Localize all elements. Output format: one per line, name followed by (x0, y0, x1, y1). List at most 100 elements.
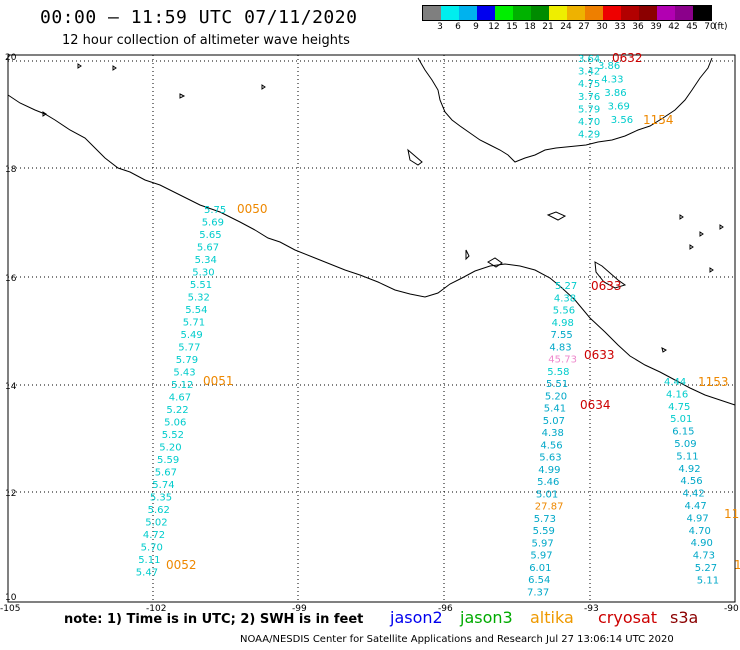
lon-label: -105 (0, 604, 20, 614)
lon-axis-labels: -105 -102 -99 -96 -93 -90 (0, 604, 739, 614)
wave-height-value: 5.11 (676, 451, 698, 462)
wave-height-value: 5.22 (166, 405, 188, 416)
wave-height-value: 5.09 (674, 439, 696, 450)
wave-height-value: 3.64 (578, 54, 600, 65)
lat-label: 14 (5, 382, 17, 392)
wave-height-value: 5.67 (197, 243, 219, 254)
wave-height-value: 5.97 (530, 551, 552, 562)
pass-time-label: 11 (724, 507, 739, 521)
scale-swatch (477, 6, 495, 20)
scale-swatch (459, 6, 477, 20)
wave-height-value: 5.54 (185, 305, 207, 316)
pass-time-label: 0051 (203, 374, 234, 388)
wave-height-value: 4.70 (578, 117, 600, 128)
wave-height-value: 5.69 (202, 218, 224, 229)
wave-height-value: 5.65 (199, 230, 221, 241)
lat-axis-labels: 20 18 16 14 12 10 (5, 53, 17, 603)
scale-label: 24 (560, 22, 572, 32)
color-scale (422, 5, 712, 21)
wave-height-value: 5.12 (171, 380, 193, 391)
wave-height-value: 4.47 (685, 501, 707, 512)
wave-height-value: 5.34 (195, 255, 217, 266)
wave-height-value: 4.38 (554, 293, 576, 304)
wave-height-value: 5.41 (544, 404, 566, 415)
wave-height-value: 4.92 (678, 464, 700, 475)
wave-height-value: 7.55 (551, 330, 573, 341)
wave-height-value: 4.38 (542, 428, 564, 439)
scale-swatch (423, 6, 441, 20)
scale-swatch (531, 6, 549, 20)
wave-height-value: 5.51 (190, 280, 212, 291)
wave-height-value: 5.59 (157, 455, 179, 466)
satellite-legend-item: s3a (670, 608, 699, 627)
wave-height-value: 4.83 (549, 342, 571, 353)
footer-note: note: 1) Time is in UTC; 2) SWH is in fe… (64, 612, 364, 627)
wave-height-value: 27.87 (535, 502, 564, 513)
lon-label: -99 (292, 604, 307, 614)
scale-label: 27 (578, 22, 590, 32)
wave-height-value: 3.69 (608, 102, 630, 113)
wave-height-value: 5.20 (545, 391, 567, 402)
wave-height-value: 45.73 (548, 355, 577, 366)
scale-label: 9 (473, 22, 479, 32)
satellite-legend-item: cryosat (598, 608, 658, 627)
scale-label: 6 (455, 22, 461, 32)
wave-height-value: 5.11 (138, 555, 160, 566)
satellite-legend-item: altika (530, 608, 574, 627)
wave-height-value: 5.35 (150, 493, 172, 504)
wave-height-value: 5.97 (532, 538, 554, 549)
wave-height-value: 5.07 (543, 416, 565, 427)
pass-time-label: 0633 (584, 348, 615, 362)
wave-height-value: 5.43 (173, 368, 195, 379)
wave-height-value: 5.01 (536, 489, 558, 500)
scale-label: 45 (686, 22, 698, 32)
wave-height-value: 4.75 (578, 79, 600, 90)
wave-height-value: 6.15 (672, 427, 694, 438)
wave-height-value: 5.46 (537, 477, 559, 488)
pass-time-label: 1154 (643, 113, 674, 127)
scale-label: 42 (668, 22, 680, 32)
pass-time-label: 0632 (612, 51, 643, 65)
wave-height-value: 5.30 (192, 268, 214, 279)
wave-height-value: 4.70 (689, 526, 711, 537)
wave-height-value: 5.49 (181, 330, 203, 341)
wave-height-value: 5.71 (183, 318, 205, 329)
scale-label: 33 (614, 22, 626, 32)
wave-height-value: 6.01 (529, 563, 551, 574)
wave-height-value: 5.75 (204, 205, 226, 216)
scale-swatch (657, 6, 675, 20)
coastline (7, 57, 736, 406)
scale-label: 36 (632, 22, 644, 32)
lat-label: 16 (5, 274, 17, 284)
wave-height-value: 5.77 (178, 343, 200, 354)
page-title: 00:00 – 11:59 UTC 07/11/2020 (40, 7, 358, 28)
wave-height-value: 3.42 (578, 67, 600, 78)
map-grid (8, 55, 735, 602)
wave-height-value: 5.62 (148, 505, 170, 516)
wave-height-value: 4.56 (540, 440, 562, 451)
wave-height-value: 5.63 (539, 453, 561, 464)
scale-label: 39 (650, 22, 662, 32)
wave-height-value: 5.56 (553, 306, 575, 317)
wave-height-value: 4.97 (687, 513, 709, 524)
wave-height-value: 4.98 (552, 318, 574, 329)
wave-height-value: 5.27 (555, 281, 577, 292)
scale-label: 3 (437, 22, 443, 32)
lon-label: -90 (724, 604, 739, 614)
lat-label: 12 (5, 489, 16, 499)
pass-time-label: 0052 (166, 558, 197, 572)
wave-height-value: 3.86 (598, 61, 620, 72)
scale-label: 30 (596, 22, 608, 32)
color-scale-labels: 3 6 9 12 15 18 21 24 27 30 33 36 39 42 45 70 (422, 22, 740, 36)
scale-swatch (495, 6, 513, 20)
wave-height-value: 4.73 (693, 551, 715, 562)
wave-height-value: 5.79 (176, 355, 198, 366)
scale-label: 12 (488, 22, 500, 32)
wave-height-value: 4.72 (143, 530, 165, 541)
satellite-legend-item: jason3 (460, 608, 513, 627)
lon-label: -93 (584, 604, 599, 614)
wave-height-value: 5.70 (141, 543, 163, 554)
wave-height-value: 5.02 (145, 518, 167, 529)
wave-height-value: 4.16 (666, 389, 688, 400)
